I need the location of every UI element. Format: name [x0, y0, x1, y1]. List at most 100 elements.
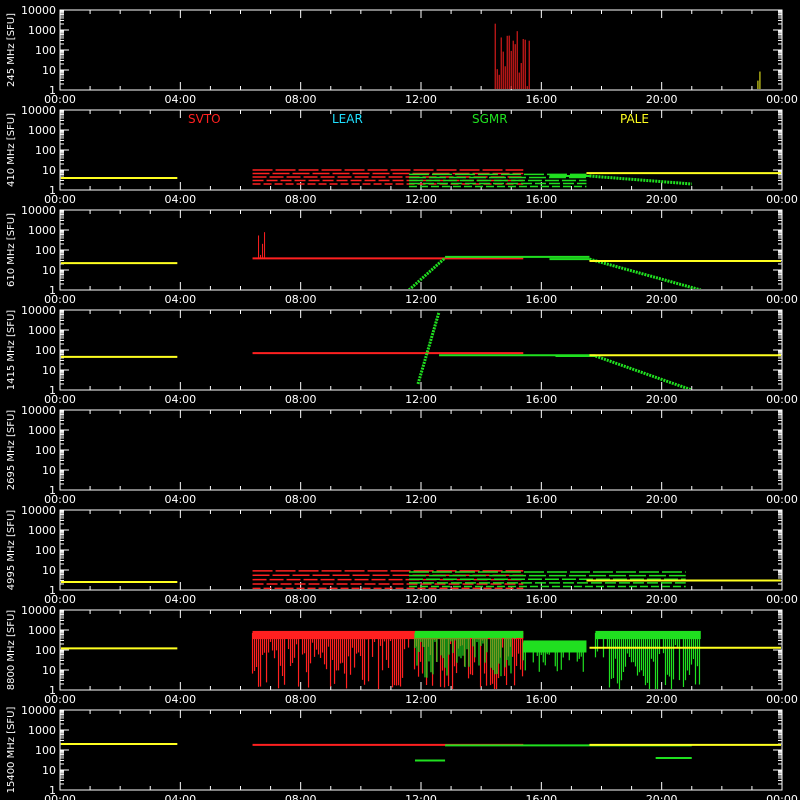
y-tick-label: 10	[42, 164, 56, 177]
x-tick-label: 12:00	[405, 93, 437, 106]
x-tick-label: 04:00	[164, 493, 196, 506]
series-sgmr	[407, 256, 447, 289]
panel-8: 1 10 100 1000 10000 00:00 04:00 08:00 12:00 16:00…	[6, 704, 798, 800]
panel-data	[61, 570, 781, 589]
y-tick-label: 100	[35, 244, 56, 257]
panel-6: 1 10 100 1000 10000 00:00 04:00 08:00 12:00 16:00…	[6, 504, 798, 606]
series-sgmr	[589, 257, 702, 289]
x-tick-label: 00:00	[766, 693, 798, 706]
y-tick-label: 10000	[21, 504, 56, 517]
panel-data	[61, 630, 781, 689]
legend-pale: PALE	[620, 112, 649, 126]
x-tick-label: 04:00	[164, 293, 196, 306]
x-tick-label: 00:00	[44, 193, 76, 206]
x-tick-label: 08:00	[285, 793, 317, 800]
y-tick-label: 1000	[28, 324, 56, 337]
x-tick-label: 08:00	[285, 93, 317, 106]
y-tick-label: 10000	[21, 704, 56, 717]
y-axis-label: 410 MHz [SFU]	[6, 113, 17, 187]
x-tick-label: 20:00	[646, 593, 678, 606]
panel-1: 1 10 100 1000 10000 00:00 04:00 08:00 12:00 16:00…	[6, 4, 798, 106]
x-tick-label: 16:00	[525, 793, 557, 800]
x-tick-label: 16:00	[525, 493, 557, 506]
y-axis-label: 245 MHz [SFU]	[6, 13, 17, 87]
x-tick-label: 00:00	[766, 593, 798, 606]
plot-frame	[59, 709, 783, 791]
x-tick-label: 00:00	[766, 493, 798, 506]
legend-lear: LEAR	[332, 112, 363, 126]
y-tick-label: 10000	[21, 404, 56, 417]
x-tick-label: 12:00	[405, 193, 437, 206]
x-tick-label: 16:00	[525, 93, 557, 106]
panel-3: 1 10 100 1000 10000 00:00 04:00 08:00 12:00 16:00…	[6, 204, 798, 306]
y-tick-label: 1000	[28, 224, 56, 237]
x-tick-label: 00:00	[44, 593, 76, 606]
x-tick-label: 00:00	[766, 793, 798, 800]
plot-frame	[59, 509, 783, 591]
x-tick-label: 20:00	[646, 693, 678, 706]
y-tick-label: 100	[35, 144, 56, 157]
x-tick-label: 00:00	[766, 293, 798, 306]
y-tick-label: 100	[35, 544, 56, 557]
y-tick-label: 1	[49, 584, 56, 597]
x-tick-label: 16:00	[525, 593, 557, 606]
y-tick-label: 10	[42, 564, 56, 577]
x-tick-label: 20:00	[646, 293, 678, 306]
x-tick-label: 20:00	[646, 93, 678, 106]
x-tick-label: 00:00	[44, 93, 76, 106]
y-tick-label: 10	[42, 464, 56, 477]
y-tick-label: 10	[42, 264, 56, 277]
y-tick-label: 1000	[28, 724, 56, 737]
x-tick-label: 08:00	[285, 193, 317, 206]
y-tick-label: 100	[35, 744, 56, 757]
y-tick-label: 10000	[21, 304, 56, 317]
y-tick-label: 10000	[21, 104, 56, 117]
series-sgmr	[594, 354, 693, 389]
x-tick-label: 08:00	[285, 693, 317, 706]
x-tick-label: 00:00	[766, 393, 798, 406]
y-tick-label: 10	[42, 364, 56, 377]
y-axis-label: 4995 MHz [SFU]	[6, 510, 17, 591]
panel-7: 1 10 100 1000 10000 00:00 04:00 08:00 12:00 16:00…	[6, 604, 798, 706]
x-tick-label: 00:00	[766, 93, 798, 106]
y-tick-label: 1	[49, 384, 56, 397]
x-tick-label: 08:00	[285, 493, 317, 506]
y-tick-label: 10	[42, 64, 56, 77]
x-tick-label: 00:00	[44, 293, 76, 306]
x-tick-label: 12:00	[405, 793, 437, 800]
x-tick-label: 04:00	[164, 393, 196, 406]
x-tick-label: 16:00	[525, 393, 557, 406]
y-tick-label: 10000	[21, 4, 56, 17]
y-tick-label: 1	[49, 484, 56, 497]
x-tick-label: 04:00	[164, 93, 196, 106]
panel-4: 1 10 100 1000 10000 00:00 04:00 08:00 12:00 16:00…	[6, 304, 798, 406]
x-tick-label: 00:00	[766, 193, 798, 206]
x-tick-label: 20:00	[646, 193, 678, 206]
x-tick-label: 12:00	[405, 593, 437, 606]
series-sgmr	[595, 630, 701, 640]
x-tick-label: 12:00	[405, 693, 437, 706]
y-tick-label: 10	[42, 764, 56, 777]
y-axis-label: 15400 MHz [SFU]	[6, 707, 17, 794]
x-tick-label: 00:00	[44, 493, 76, 506]
panel-data	[61, 232, 781, 289]
y-axis-label: 2695 MHz [SFU]	[6, 410, 17, 491]
x-tick-label: 08:00	[285, 293, 317, 306]
legend-sgmr: SGMR	[472, 112, 508, 126]
x-tick-label: 00:00	[44, 793, 76, 800]
x-tick-label: 08:00	[285, 393, 317, 406]
x-tick-label: 20:00	[646, 793, 678, 800]
plot-frame	[59, 409, 783, 491]
panel-data	[61, 311, 781, 389]
x-tick-label: 04:00	[164, 193, 196, 206]
y-tick-label: 100	[35, 44, 56, 57]
x-tick-label: 16:00	[525, 293, 557, 306]
panel-data	[61, 169, 781, 188]
plot-frame	[59, 9, 783, 91]
x-tick-label: 12:00	[405, 293, 437, 306]
y-tick-label: 100	[35, 444, 56, 457]
x-tick-label: 16:00	[525, 693, 557, 706]
x-tick-label: 20:00	[646, 493, 678, 506]
x-tick-label: 04:00	[164, 593, 196, 606]
